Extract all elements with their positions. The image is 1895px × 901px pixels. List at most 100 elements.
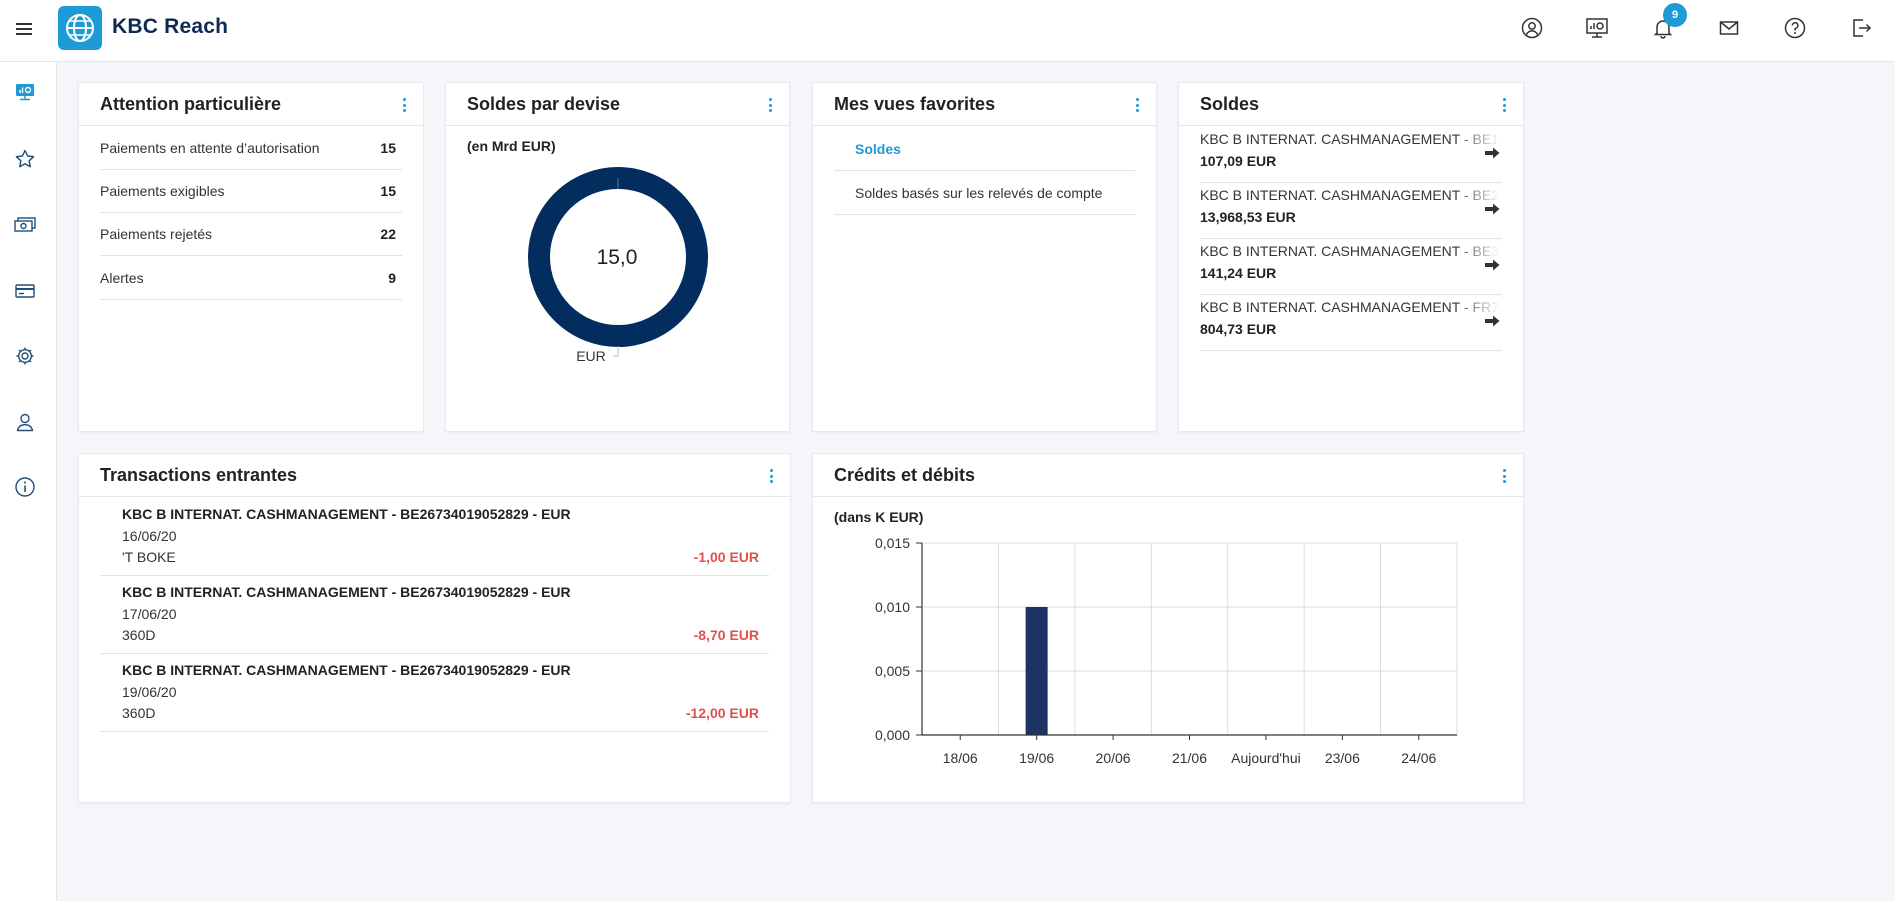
arrow-right-icon[interactable] (1484, 203, 1500, 215)
favorites-star-icon[interactable] (12, 146, 38, 172)
cards-icon[interactable] (12, 278, 38, 304)
currency-donut-chart[interactable]: 15,0 EUR (446, 153, 791, 413)
chart-subtitle: (en Mrd EUR) (467, 138, 556, 154)
dashboard-nav-icon[interactable] (12, 79, 38, 105)
y-tick-label: 0,010 (875, 599, 910, 615)
row-count: 9 (388, 270, 396, 286)
card-header: Attention particulière (79, 83, 423, 126)
account-balance: 804,73 EUR (1200, 321, 1277, 337)
x-tick-label: 20/06 (1096, 750, 1131, 766)
balances-card: Soldes KBC B INTERNAT. CASHMANAGEMENT - … (1178, 82, 1524, 432)
transaction-amount: -8,70 EUR (693, 627, 759, 643)
chart-subtitle: (dans K EUR) (834, 509, 924, 525)
account-name: KBC B INTERNAT. CASHMANAGEMENT - BE1 (1200, 131, 1499, 147)
card-title: Mes vues favorites (834, 93, 996, 114)
transaction-account: KBC B INTERNAT. CASHMANAGEMENT - BE26734… (122, 584, 571, 600)
card-header: Crédits et débits (813, 454, 1523, 497)
transaction-description: 360D (122, 627, 156, 643)
menu-icon[interactable] (16, 20, 32, 36)
credits-debits-bar-chart[interactable]: 0,000 0,005 0,010 0,015 18/06 19/06 20/06 21/06… (813, 530, 1525, 800)
more-options-icon[interactable] (401, 96, 407, 114)
bar-19/06 (1025, 607, 1048, 735)
card-title: Soldes (1200, 93, 1260, 114)
transaction-date: 19/06/20 (122, 684, 177, 700)
row-count: 22 (380, 226, 396, 242)
row-label: Paiements exigibles (100, 183, 225, 199)
y-tick-label: 0,000 (875, 727, 910, 743)
transaction-description: 'T BOKE (122, 549, 176, 565)
user-profile-icon[interactable] (1519, 15, 1545, 41)
more-options-icon[interactable] (768, 467, 774, 485)
donut-slice-label: EUR (576, 348, 606, 364)
row-label: Paiements en attente d’autorisation (100, 140, 320, 156)
app-name: KBC Reach (112, 15, 229, 38)
more-options-icon[interactable] (1501, 467, 1507, 485)
favorite-link-statement-balances[interactable]: Soldes basés sur les relevés de compte (834, 171, 1135, 215)
x-tick-label: 19/06 (1019, 750, 1054, 766)
notification-badge[interactable]: 9 (1663, 3, 1687, 27)
help-icon[interactable] (1782, 15, 1808, 41)
transaction-row[interactable]: KBC B INTERNAT. CASHMANAGEMENT - BE26734… (100, 654, 769, 732)
card-header: Mes vues favorites (813, 83, 1156, 126)
transaction-description: 360D (122, 705, 156, 721)
balance-row[interactable]: KBC B INTERNAT. CASHMANAGEMENT - BE1 107… (1200, 127, 1502, 183)
donut-center-value: 15,0 (597, 246, 638, 269)
payments-money-icon[interactable] (12, 212, 38, 238)
more-options-icon[interactable] (1134, 96, 1140, 114)
row-label: Paiements rejetés (100, 226, 213, 242)
card-title: Attention particulière (100, 93, 282, 114)
account-balance: 107,09 EUR (1200, 153, 1277, 169)
transaction-row[interactable]: KBC B INTERNAT. CASHMANAGEMENT - BE26734… (100, 498, 769, 576)
incoming-transactions-card: Transactions entrantes KBC B INTERNAT. C… (78, 453, 791, 803)
balance-row[interactable]: KBC B INTERNAT. CASHMANAGEMENT - BE3 141… (1200, 239, 1502, 295)
logout-icon[interactable] (1848, 15, 1874, 41)
attention-row-rejected-payments[interactable]: Paiements rejetés 22 (100, 213, 402, 256)
logo-globe-icon[interactable] (58, 6, 102, 50)
favorite-views-card: Mes vues favorites Soldes Soldes basés s… (812, 82, 1157, 432)
transaction-amount: -1,00 EUR (693, 549, 759, 565)
attention-row-pending-authorisation[interactable]: Paiements en attente d’autorisation 15 (100, 127, 402, 170)
row-label: Alertes (100, 270, 144, 286)
balance-row[interactable]: KBC B INTERNAT. CASHMANAGEMENT - BE2 13,… (1200, 183, 1502, 239)
transaction-account: KBC B INTERNAT. CASHMANAGEMENT - BE26734… (122, 662, 571, 678)
more-options-icon[interactable] (767, 96, 773, 114)
x-tick-label: 24/06 (1401, 750, 1436, 766)
y-tick-label: 0,015 (875, 535, 910, 551)
dashboard-icon[interactable] (1584, 15, 1610, 41)
attention-card: Attention particulière Paiements en atte… (78, 82, 424, 432)
mail-icon[interactable] (1716, 15, 1742, 41)
arrow-right-icon[interactable] (1484, 259, 1500, 271)
card-header: Soldes par devise (446, 83, 789, 126)
more-options-icon[interactable] (1501, 96, 1507, 114)
card-header: Transactions entrantes (79, 454, 790, 497)
arrow-right-icon[interactable] (1484, 147, 1500, 159)
y-tick-label: 0,005 (875, 663, 910, 679)
card-title: Crédits et débits (834, 464, 976, 485)
currency-balances-card: Soldes par devise (en Mrd EUR) 15,0 EUR (445, 82, 790, 432)
x-tick-label: Aujourd'hui (1231, 750, 1301, 766)
account-name: KBC B INTERNAT. CASHMANAGEMENT - BE2 (1200, 187, 1499, 203)
card-title: Transactions entrantes (100, 464, 298, 485)
attention-row-alerts[interactable]: Alertes 9 (100, 257, 402, 300)
attention-row-due-payments[interactable]: Paiements exigibles 15 (100, 170, 402, 213)
slice-label-leader (613, 346, 619, 357)
transaction-date: 16/06/20 (122, 528, 177, 544)
account-name: KBC B INTERNAT. CASHMANAGEMENT - BE3 (1200, 243, 1499, 259)
info-icon[interactable] (12, 474, 38, 500)
card-header: Soldes (1179, 83, 1523, 126)
user-icon[interactable] (12, 409, 38, 435)
x-tick-label: 21/06 (1172, 750, 1207, 766)
x-tick-label: 18/06 (943, 750, 978, 766)
favorite-link-balances[interactable]: Soldes (834, 127, 1135, 171)
account-balance: 13,968,53 EUR (1200, 209, 1296, 225)
transaction-amount: -12,00 EUR (685, 705, 759, 721)
credits-debits-card: Crédits et débits (dans K EUR) 0,000 0,00… (812, 453, 1524, 803)
card-title: Soldes par devise (467, 93, 621, 114)
arrow-right-icon[interactable] (1484, 315, 1500, 327)
account-balance: 141,24 EUR (1200, 265, 1277, 281)
transaction-row[interactable]: KBC B INTERNAT. CASHMANAGEMENT - BE26734… (100, 576, 769, 654)
settings-gear-icon[interactable] (12, 343, 38, 369)
side-navigation (0, 62, 57, 901)
top-bar: KBC Reach 9 (0, 0, 1895, 62)
balance-row[interactable]: KBC B INTERNAT. CASHMANAGEMENT - FR7 804… (1200, 295, 1502, 351)
